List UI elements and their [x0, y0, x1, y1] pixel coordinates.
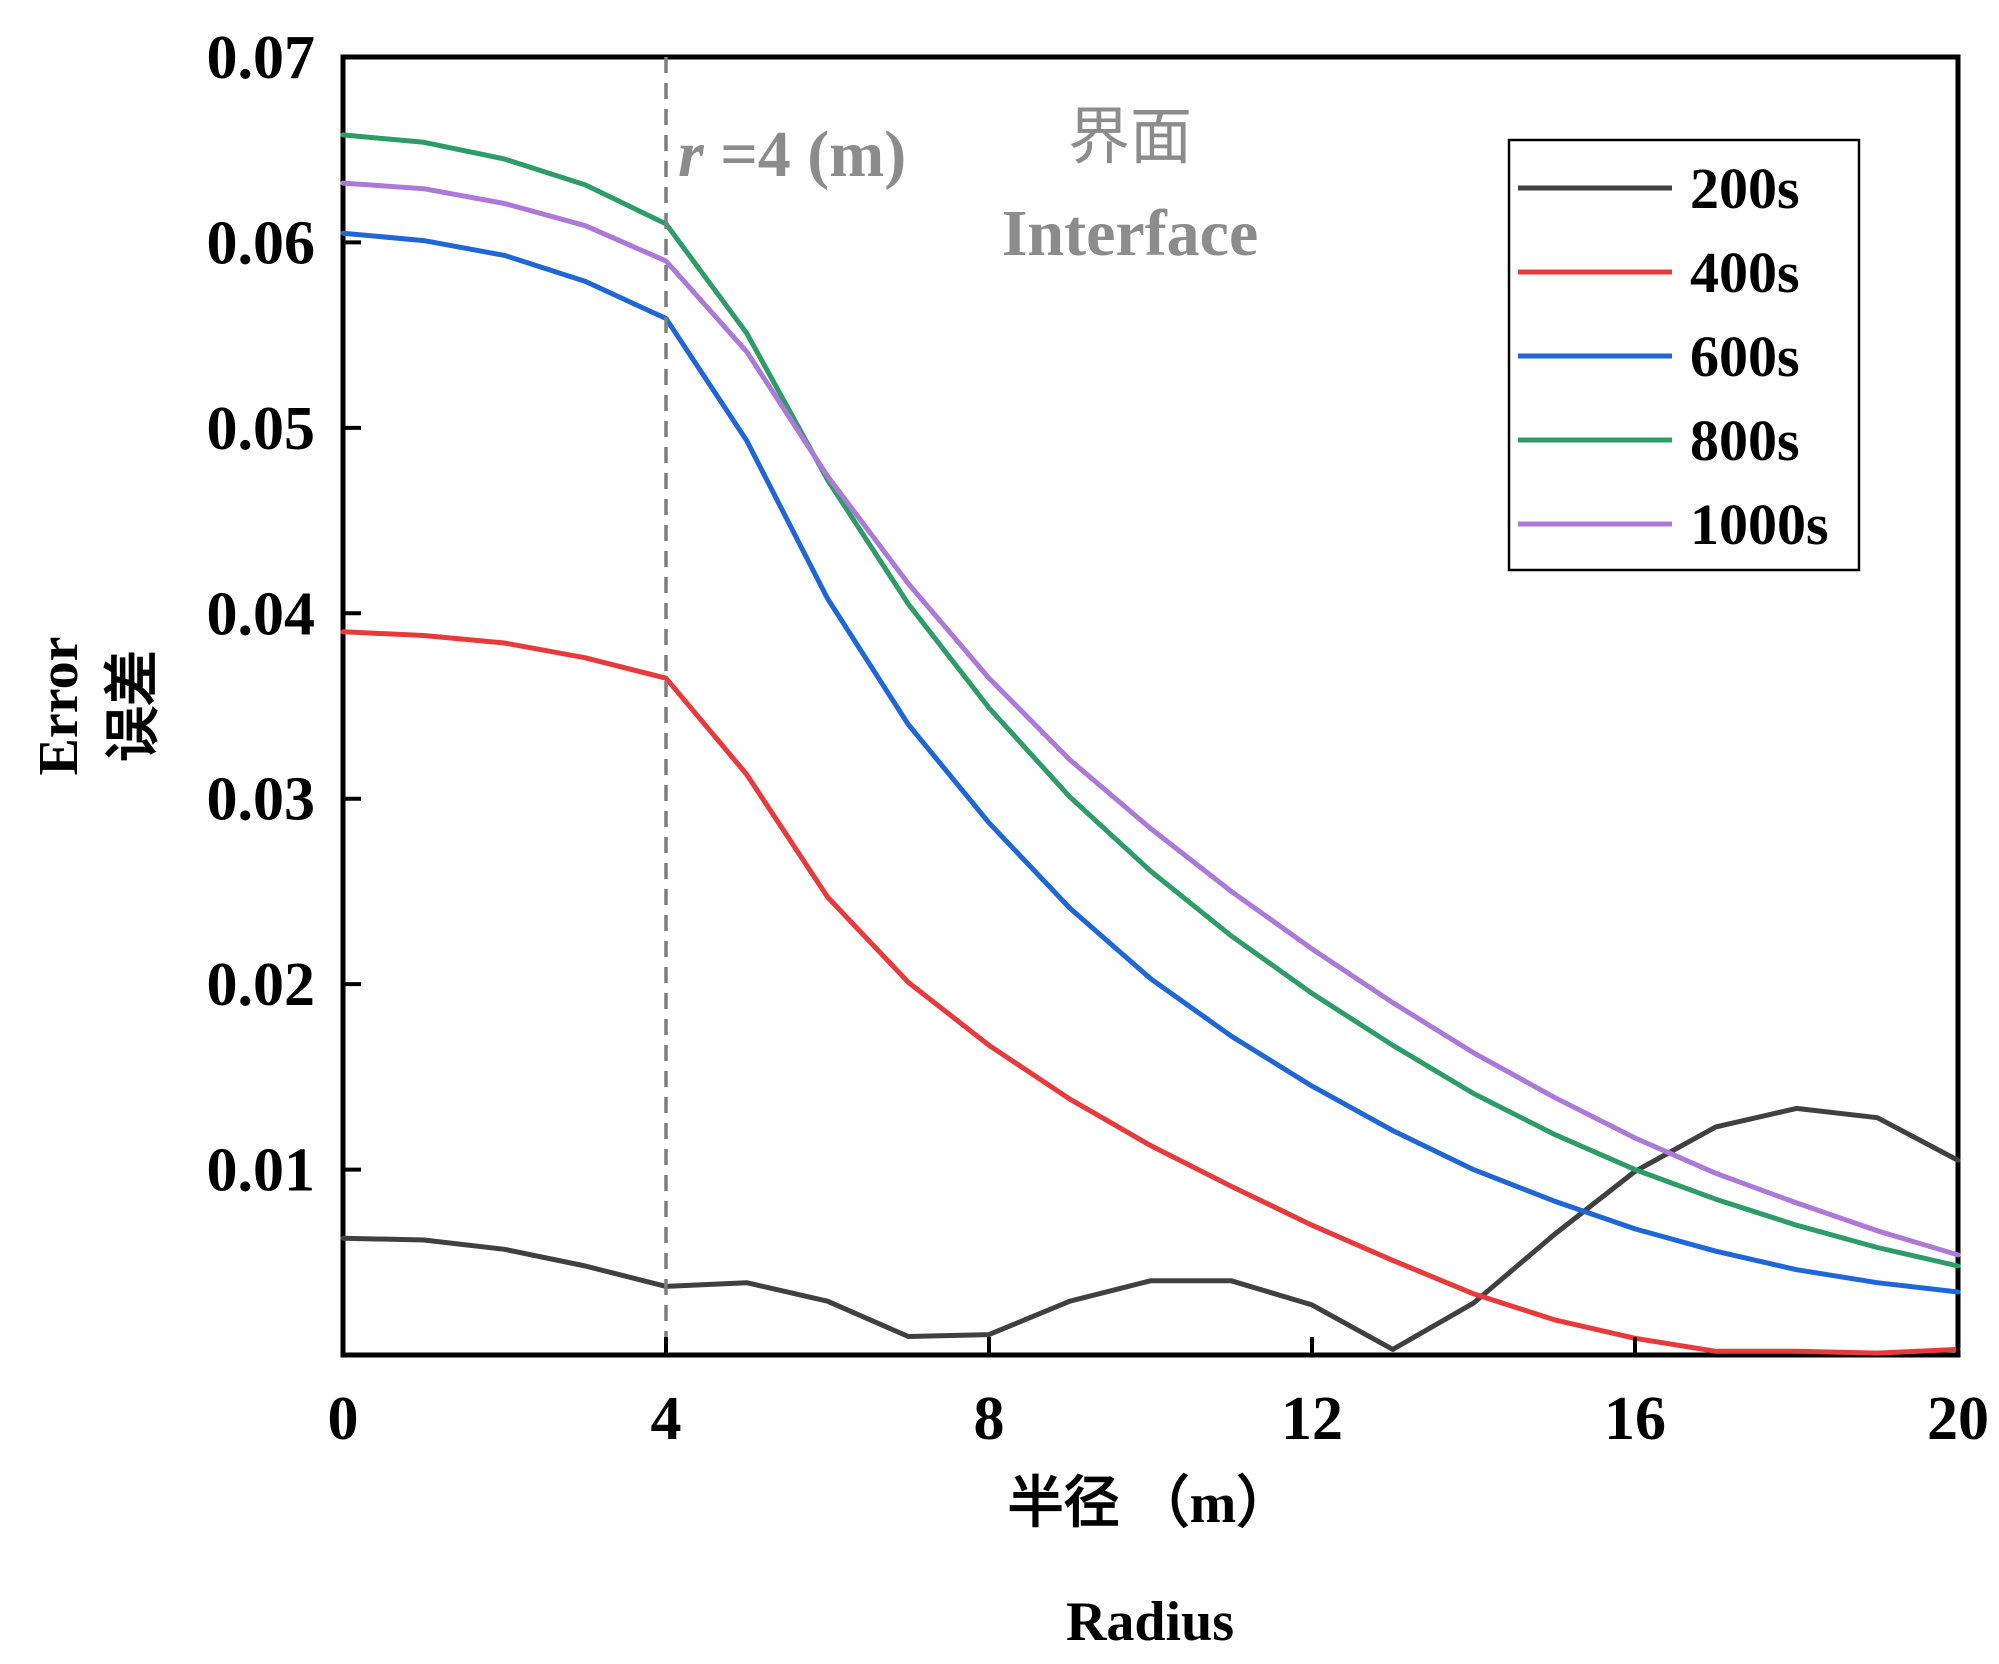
y-axis-title-cn: 误差 — [103, 650, 165, 762]
x-tick-label: 20 — [1927, 1385, 1989, 1453]
y-axis-title-en: Error — [28, 637, 90, 776]
tick-layer: 0 4 8 12 16 20 0.01 0.02 0.03 0.04 0.05 0.06 0.07 — [207, 24, 1990, 1453]
legend-label-600s: 600s — [1690, 324, 1800, 389]
y-tick-label: 0.05 — [207, 395, 316, 463]
x-tick-label: 8 — [974, 1385, 1005, 1453]
x-tick-label: 12 — [1281, 1385, 1343, 1453]
plot-frame — [340, 54, 1961, 1358]
interface-radius-value: =4 (m) — [704, 118, 907, 191]
y-tick-label: 0.01 — [207, 1137, 316, 1205]
legend-label-800s: 800s — [1690, 408, 1800, 473]
x-axis-title-cn: 半径 （m） — [1008, 1472, 1293, 1535]
series-line-200s — [340, 1105, 1961, 1352]
legend-label-400s: 400s — [1690, 240, 1800, 305]
y-tick-label: 0.02 — [207, 951, 316, 1019]
y-tick-label: 0.07 — [207, 24, 316, 92]
interface-label-cn: 界面 — [1068, 100, 1192, 173]
x-axis-title-en: Radius — [1066, 1591, 1234, 1653]
y-tick-label: 0.06 — [207, 209, 316, 277]
interface-label-en: Interface — [1002, 197, 1259, 270]
interface-radius-label: r =4 (m) — [678, 118, 906, 191]
x-tick-label: 16 — [1604, 1385, 1666, 1453]
series-line-800s — [340, 132, 1961, 1269]
legend-label-200s: 200s — [1690, 156, 1800, 221]
x-tick-label: 4 — [651, 1385, 682, 1453]
series-line-600s — [340, 230, 1961, 1295]
x-tick-label: 0 — [328, 1385, 359, 1453]
y-tick-label: 0.04 — [207, 580, 316, 648]
series-layer — [340, 132, 1961, 1356]
legend: 200s 400s 600s 800s 1000s — [1518, 156, 1829, 557]
y-tick-label: 0.03 — [207, 766, 316, 834]
series-line-400s — [340, 629, 1961, 1356]
interface-radius-var: r — [678, 118, 705, 191]
series-line-1000s — [340, 180, 1961, 1258]
legend-label-1000s: 1000s — [1690, 492, 1829, 557]
